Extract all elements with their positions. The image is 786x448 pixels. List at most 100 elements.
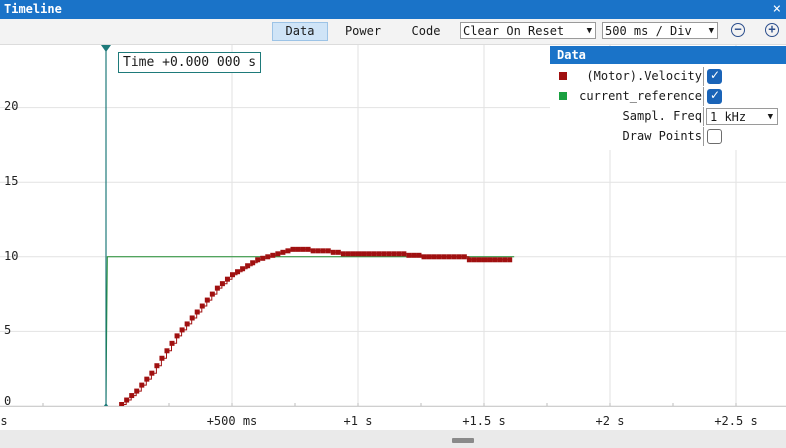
velocity-point <box>476 257 482 263</box>
scroll-thumb[interactable] <box>452 438 474 443</box>
velocity-point <box>497 257 503 263</box>
velocity-point <box>230 272 235 278</box>
reset-mode-value: Clear On Reset <box>463 24 565 38</box>
sampl-freq-label: Sampl. Freq <box>622 109 702 123</box>
x-tick-label: +500 ms <box>206 414 258 428</box>
window-title: Timeline <box>4 2 62 16</box>
velocity-point <box>411 252 417 258</box>
velocity-point <box>194 309 200 315</box>
velocity-point <box>325 248 331 254</box>
velocity-point <box>396 251 402 257</box>
draw-points-checkbox[interactable] <box>707 129 722 144</box>
velocity-point <box>315 248 321 254</box>
sampl-freq-value: 1 kHz <box>710 110 747 124</box>
velocity-point <box>381 251 387 257</box>
velocity-point <box>119 402 125 408</box>
chevron-down-icon: ▼ <box>708 26 714 36</box>
checkmark-icon: ✓ <box>710 68 721 82</box>
velocity-point <box>446 254 452 260</box>
tab-power[interactable]: Power <box>344 24 382 38</box>
x-tick-label: +1.5 s <box>462 414 506 428</box>
velocity-point <box>487 257 493 263</box>
velocity-point <box>214 285 220 291</box>
velocity-point <box>366 251 372 257</box>
time-scale-select[interactable]: 500 ms / Div ▼ <box>602 22 718 39</box>
velocity-point <box>416 252 422 258</box>
y-tick-label: 15 <box>4 174 19 188</box>
legend-row-velocity: (Motor).Velocity ✓ <box>550 67 786 86</box>
checkmark-icon: ✓ <box>710 88 721 102</box>
legend-header: Data <box>550 46 786 64</box>
toolbar: Data Power Code Clear On Reset ▼ 500 ms … <box>0 19 786 45</box>
x-tick-label: s <box>0 414 8 428</box>
legend-row-sampl-freq: Sampl. Freq 1 kHz ▼ <box>550 107 786 126</box>
velocity-point <box>134 388 140 394</box>
tab-code[interactable]: Code <box>411 24 441 38</box>
velocity-point <box>482 257 487 263</box>
velocity-point <box>224 276 230 282</box>
velocity-point <box>149 370 155 376</box>
velocity-point <box>300 246 306 252</box>
legend-row-draw-points: Draw Points <box>550 127 786 146</box>
velocity-point <box>245 263 251 269</box>
chevron-down-icon: ▼ <box>767 112 773 122</box>
velocity-point <box>406 252 412 258</box>
velocity-point <box>159 355 165 361</box>
velocity-point <box>179 327 185 333</box>
velocity-point <box>209 291 215 297</box>
velocity-point <box>426 254 432 260</box>
series-line-velocity <box>121 248 510 405</box>
velocity-point <box>431 254 437 260</box>
velocity-point <box>441 254 447 260</box>
divider <box>703 127 704 146</box>
tab-data[interactable]: Data <box>272 22 328 41</box>
velocity-point <box>350 251 356 257</box>
legend-row-current-reference: current_reference ✓ <box>550 87 786 106</box>
velocity-point <box>451 254 457 260</box>
velocity-point <box>471 257 477 263</box>
velocity-point <box>386 251 392 257</box>
y-tick-label: 5 <box>4 323 12 337</box>
velocity-point <box>376 251 382 257</box>
divider <box>703 87 704 106</box>
divider <box>703 67 704 86</box>
velocity-point <box>275 251 281 257</box>
series-visible-checkbox[interactable]: ✓ <box>707 68 722 84</box>
velocity-point <box>124 397 130 403</box>
velocity-point <box>320 248 326 254</box>
velocity-point <box>335 249 341 255</box>
velocity-point <box>174 333 180 339</box>
chevron-down-icon: ▼ <box>586 26 592 36</box>
reset-mode-select[interactable]: Clear On Reset ▼ <box>460 22 596 39</box>
velocity-point <box>255 257 261 263</box>
velocity-point <box>219 281 225 287</box>
velocity-point <box>310 248 316 254</box>
cursor-top-marker-icon <box>101 45 111 52</box>
sampl-freq-select[interactable]: 1 kHz ▼ <box>706 108 778 125</box>
velocity-point <box>129 393 135 399</box>
series-name: current_reference <box>579 89 702 103</box>
series-color-swatch <box>559 72 567 80</box>
velocity-point <box>184 321 190 327</box>
x-tick-label: +2.5 s <box>714 414 758 428</box>
velocity-point <box>330 249 336 255</box>
velocity-point <box>340 251 346 257</box>
series-visible-checkbox[interactable]: ✓ <box>707 88 722 104</box>
velocity-point <box>421 254 427 260</box>
velocity-point <box>169 340 175 346</box>
horizontal-scrollbar[interactable] <box>0 430 786 448</box>
time-scale-value: 500 ms / Div <box>605 24 692 38</box>
zoom-out-icon[interactable]: − <box>731 23 745 37</box>
x-tick-label: +1 s <box>343 414 373 428</box>
data-legend-panel: Data (Motor).Velocity ✓ current_referenc… <box>550 46 786 150</box>
y-tick-label: 10 <box>4 249 19 263</box>
zoom-in-icon[interactable]: + <box>765 23 779 37</box>
close-icon[interactable]: × <box>772 1 781 17</box>
velocity-point <box>507 257 513 263</box>
y-tick-label: 20 <box>4 99 19 113</box>
x-axis: s +500 ms +1 s +1.5 s +2 s +2.5 s <box>0 406 786 431</box>
velocity-point <box>361 251 367 257</box>
velocity-point <box>466 257 472 263</box>
velocity-point <box>436 254 442 260</box>
velocity-point <box>139 382 145 388</box>
